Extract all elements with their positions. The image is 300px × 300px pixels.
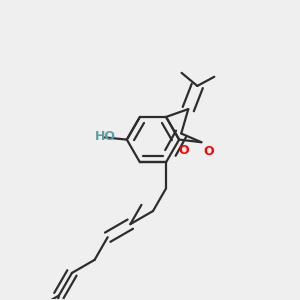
Text: O: O bbox=[203, 145, 214, 158]
Text: HO: HO bbox=[94, 130, 116, 143]
Text: O: O bbox=[178, 144, 189, 157]
